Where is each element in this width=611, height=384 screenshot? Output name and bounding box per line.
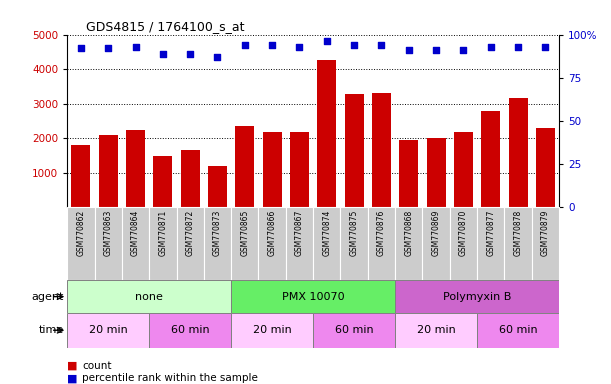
Bar [126,130,145,207]
Bar [345,94,364,207]
Text: GSM770870: GSM770870 [459,210,468,256]
Point [185,51,195,57]
Bar [153,156,172,207]
Bar [263,132,282,207]
Bar [290,132,309,207]
FancyBboxPatch shape [532,207,559,280]
Point [322,38,332,45]
Bar [536,128,555,207]
Text: GSM770871: GSM770871 [158,210,167,256]
Text: GSM770867: GSM770867 [295,210,304,256]
Text: GSM770866: GSM770866 [268,210,277,256]
Text: ■: ■ [67,373,81,383]
Text: Polymyxin B: Polymyxin B [443,291,511,302]
FancyBboxPatch shape [231,280,395,313]
FancyBboxPatch shape [505,207,532,280]
Bar [181,151,200,207]
FancyBboxPatch shape [313,207,340,280]
Point [76,45,86,51]
Point [513,44,523,50]
Point [240,42,250,48]
FancyBboxPatch shape [177,207,204,280]
Text: count: count [82,361,112,371]
Bar [208,166,227,207]
Point [404,47,414,53]
FancyBboxPatch shape [149,313,231,348]
Bar [372,93,391,207]
Bar [235,126,254,207]
FancyBboxPatch shape [122,207,149,280]
Text: GSM770876: GSM770876 [377,210,386,256]
Point [486,44,496,50]
Point [458,47,468,53]
Text: GSM770869: GSM770869 [431,210,441,256]
Text: GSM770875: GSM770875 [349,210,359,256]
Bar [98,135,118,207]
Bar [426,138,445,207]
Text: GSM770879: GSM770879 [541,210,550,256]
Text: GSM770868: GSM770868 [404,210,413,256]
Text: GSM770877: GSM770877 [486,210,496,256]
Point [131,44,141,50]
FancyBboxPatch shape [67,313,149,348]
FancyBboxPatch shape [67,280,231,313]
FancyBboxPatch shape [340,207,368,280]
FancyBboxPatch shape [95,207,122,280]
Bar [399,140,419,207]
Text: 20 min: 20 min [89,325,128,335]
Point [349,42,359,48]
FancyBboxPatch shape [231,313,313,348]
Bar [317,61,337,207]
Point [103,45,113,51]
Text: 20 min: 20 min [417,325,455,335]
Bar [454,132,473,207]
FancyBboxPatch shape [231,207,258,280]
Point [376,42,386,48]
Text: ■: ■ [67,361,81,371]
Text: GSM770878: GSM770878 [514,210,522,256]
Text: 60 min: 60 min [335,325,373,335]
Bar [71,145,90,207]
Text: GSM770865: GSM770865 [240,210,249,256]
FancyBboxPatch shape [368,207,395,280]
FancyBboxPatch shape [313,313,395,348]
Text: GSM770863: GSM770863 [104,210,112,256]
Bar [481,111,500,207]
FancyBboxPatch shape [450,207,477,280]
FancyBboxPatch shape [204,207,231,280]
Point [541,44,551,50]
Text: 20 min: 20 min [253,325,291,335]
FancyBboxPatch shape [149,207,177,280]
Point [158,51,168,57]
FancyBboxPatch shape [395,207,422,280]
Text: time: time [39,325,64,335]
Text: GSM770874: GSM770874 [322,210,331,256]
Text: GSM770862: GSM770862 [76,210,86,256]
Point [295,44,304,50]
Point [267,42,277,48]
Bar [508,99,528,207]
FancyBboxPatch shape [477,207,505,280]
FancyBboxPatch shape [286,207,313,280]
Point [213,54,222,60]
Text: none: none [135,291,163,302]
Text: 60 min: 60 min [171,325,210,335]
Text: PMX 10070: PMX 10070 [282,291,345,302]
FancyBboxPatch shape [258,207,286,280]
Point [431,47,441,53]
Text: agent: agent [32,291,64,302]
Text: GSM770864: GSM770864 [131,210,140,256]
FancyBboxPatch shape [67,207,95,280]
Text: 60 min: 60 min [499,325,538,335]
Text: GSM770873: GSM770873 [213,210,222,256]
FancyBboxPatch shape [422,207,450,280]
Text: GDS4815 / 1764100_s_at: GDS4815 / 1764100_s_at [86,20,244,33]
FancyBboxPatch shape [395,313,477,348]
Text: percentile rank within the sample: percentile rank within the sample [82,373,258,383]
Text: GSM770872: GSM770872 [186,210,195,256]
FancyBboxPatch shape [477,313,559,348]
FancyBboxPatch shape [395,280,559,313]
